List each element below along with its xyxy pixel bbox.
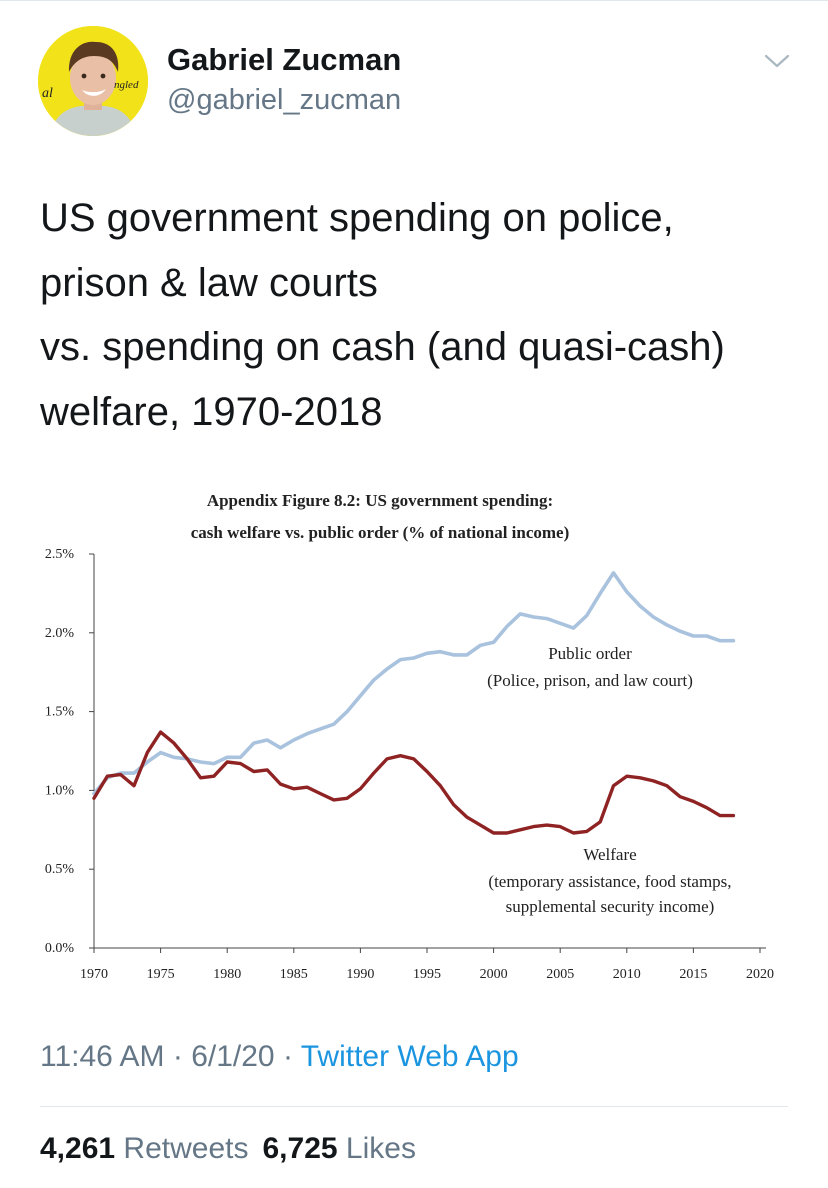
tweet-meta: 11:46 AM · 6/1/20 · Twitter Web App — [40, 1040, 519, 1074]
tweet-stats: 4,261 Retweets 6,725 Likes — [40, 1132, 416, 1166]
likes-count: 6,725 — [262, 1132, 338, 1165]
y-tick-label: 2.5% — [45, 547, 75, 562]
likes-label: Likes — [345, 1132, 416, 1165]
x-tick-label: 2005 — [546, 967, 574, 982]
y-tick-label: 2.0% — [45, 626, 75, 641]
tweet-time: 11:46 AM — [40, 1040, 165, 1073]
stats-divider — [40, 1106, 788, 1107]
top-divider — [0, 0, 828, 1]
series-label-public-order: Public order — [548, 644, 632, 663]
chart-series — [92, 571, 736, 835]
x-tick-label: 1990 — [346, 967, 374, 982]
y-tick-label: 0.5% — [45, 862, 75, 877]
y-tick-label: 1.0% — [45, 783, 75, 798]
tweet-text-line: prison & law courts — [40, 260, 378, 305]
meta-separator: · — [274, 1040, 301, 1073]
tweet-text-line: welfare, 1970-2018 — [40, 389, 383, 434]
x-tick-label: 2010 — [613, 967, 641, 982]
retweets-label: Retweets — [123, 1132, 249, 1165]
tweet-text-line: US government spending on police, — [40, 196, 674, 240]
author-display-name[interactable]: Gabriel Zucman — [167, 42, 402, 77]
x-tick-label: 1975 — [147, 967, 175, 982]
chart-axes: 0.0% 0.5% 1.0% 1.5% 2.0% 2.5% 1970 1975 1980 1985… — [45, 547, 774, 982]
series-label-welfare: Welfare — [583, 845, 636, 864]
tweet-source-link[interactable]: Twitter Web App — [300, 1040, 519, 1073]
avatar[interactable]: al ngled — [38, 26, 148, 136]
series-label-welfare-detail-1: (temporary assistance, food stamps, — [488, 872, 731, 891]
chart-title: Appendix Figure 8.2: US government spend… — [207, 491, 553, 510]
tweet-text-line: vs. spending on cash (and quasi-cash) — [40, 325, 725, 369]
series-label-public-order-detail: (Police, prison, and law court) — [487, 671, 693, 690]
chart-svg: Appendix Figure 8.2: US government spend… — [45, 491, 774, 982]
x-tick-label: 1995 — [413, 967, 441, 982]
y-tick-label: 1.5% — [45, 705, 75, 720]
retweets-count: 4,261 — [40, 1132, 116, 1165]
avatar-text-right: ngled — [114, 79, 139, 91]
meta-separator: · — [164, 1040, 192, 1073]
x-tick-label: 2020 — [746, 967, 774, 982]
avatar-text-left: al — [42, 86, 53, 101]
retweets-stat[interactable]: 4,261 Retweets — [40, 1132, 248, 1165]
likes-stat[interactable]: 6,725 Likes — [262, 1132, 415, 1165]
x-tick-label: 2000 — [480, 967, 508, 982]
x-tick-label: 2015 — [679, 967, 707, 982]
tweet-text: US government spending on police, prison… — [40, 186, 800, 444]
tweet-image-chart[interactable]: Appendix Figure 8.2: US government spend… — [28, 480, 800, 990]
series-line-welfare — [92, 730, 736, 835]
y-tick-label: 0.0% — [45, 941, 75, 956]
x-tick-label: 1970 — [80, 967, 108, 982]
series-label-welfare-detail-2: supplemental security income) — [506, 897, 715, 916]
x-tick-label: 1985 — [280, 967, 308, 982]
chevron-down-icon[interactable] — [760, 48, 794, 74]
x-tick-label: 1980 — [213, 967, 241, 982]
tweet-date: 6/1/20 — [191, 1040, 275, 1073]
series-line-public-order — [92, 571, 736, 796]
chart-subtitle: cash welfare vs. public order (% of nati… — [191, 523, 570, 542]
author-handle[interactable]: @gabriel_zucman — [167, 84, 402, 116]
avatar-image: al ngled — [38, 26, 148, 136]
